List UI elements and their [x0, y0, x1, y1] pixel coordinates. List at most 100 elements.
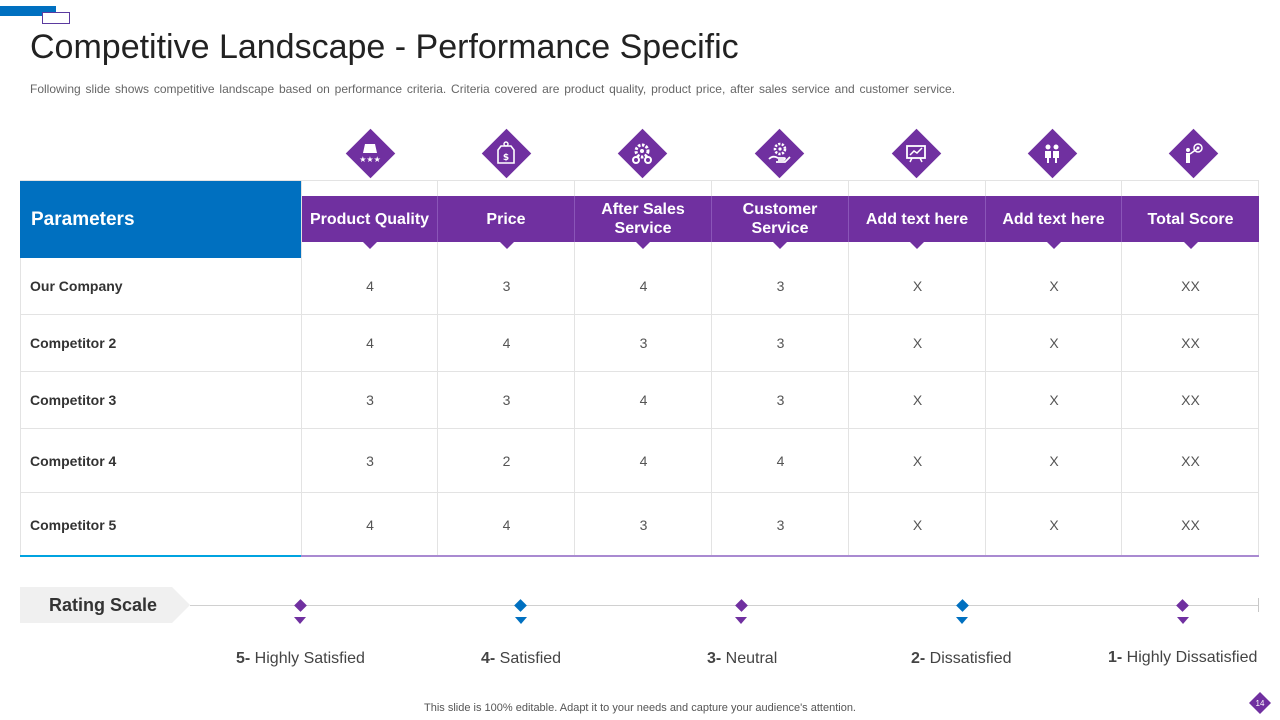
header-notch [1047, 242, 1061, 249]
corner-accent-bar [0, 6, 56, 16]
table-cell: X [912, 517, 923, 533]
grid-line [20, 371, 1259, 372]
grid-line [437, 181, 438, 556]
rating-label-5: 5- Highly Satisfied [236, 650, 365, 667]
rating-marker-arrow [515, 617, 527, 624]
product-quality-icon: ★★★ [345, 128, 395, 178]
table-cell: 4 [366, 278, 374, 294]
column-header-add-text-2: Add text here [986, 196, 1122, 242]
table-cell: X [912, 335, 923, 351]
page-number-badge: 14 [1249, 692, 1271, 714]
grid-line [848, 181, 849, 556]
slide-subtitle: Following slide shows competitive landsc… [30, 82, 956, 96]
table-cell: 3 [776, 392, 785, 408]
grid-line [985, 181, 986, 556]
table-cell: X [1049, 517, 1059, 533]
rating-marker-3 [735, 599, 748, 612]
table-cell: XX [1181, 335, 1200, 351]
header-notch [1184, 242, 1198, 249]
header-notch [773, 242, 787, 249]
rating-label-3: 3- Neutral [707, 650, 778, 667]
header-notch [500, 242, 514, 249]
header-notch [363, 242, 377, 249]
svg-text:$: $ [503, 153, 509, 163]
table-cell: X [1049, 453, 1059, 469]
row-label-competitor-5: Competitor 5 [30, 517, 117, 533]
rating-scale-end-tick [1258, 598, 1259, 612]
rating-label-1: 1- Highly Dissatisfied [1108, 649, 1258, 666]
table-bottom-accent [20, 555, 301, 557]
table-cell: 3 [639, 335, 648, 351]
table-cell: 3 [502, 278, 511, 294]
column-header-customer-service: Customer Service [712, 196, 849, 242]
grid-line [574, 181, 575, 556]
row-label-our-company: Our Company [30, 278, 123, 294]
column-header-add-text-1: Add text here [849, 196, 986, 242]
rating-scale-line [190, 605, 1259, 606]
table-bottom-accent [301, 555, 1259, 557]
column-header-total-score: Total Score [1122, 196, 1259, 242]
grid-line [20, 314, 1259, 315]
table-cell: 3 [776, 278, 785, 294]
rating-scale-tag [20, 587, 190, 623]
footer-note: This slide is 100% editable. Adapt it to… [424, 702, 856, 714]
slide-title: Competitive Landscape - Performance Spec… [30, 28, 739, 66]
table-cell: 4 [366, 335, 374, 351]
corner-accent-box [42, 12, 70, 24]
table-cell: XX [1181, 517, 1200, 533]
table-cell: 3 [502, 392, 511, 408]
people-meeting-icon [1027, 128, 1077, 178]
table-cell: XX [1181, 392, 1200, 408]
row-label-competitor-4: Competitor 4 [30, 453, 117, 469]
table-cell: 4 [502, 517, 511, 533]
row-label-competitor-3: Competitor 3 [30, 392, 117, 408]
grid-line [301, 181, 302, 556]
table-cell: 4 [366, 517, 374, 533]
table-cell: 4 [639, 392, 648, 408]
table-cell: X [1049, 392, 1059, 408]
header-notch [910, 242, 924, 249]
table-cell: X [1049, 278, 1059, 294]
gears-icon [617, 128, 667, 178]
presentation-board-icon [891, 128, 941, 178]
header-notch [636, 242, 650, 249]
table-cell: XX [1181, 278, 1200, 294]
table-cell: XX [1181, 453, 1200, 469]
rating-marker-5 [294, 599, 307, 612]
table-cell: 4 [639, 453, 648, 469]
price-tag-icon: $ [481, 128, 531, 178]
parameters-header: Parameters [20, 181, 301, 258]
row-label-competitor-2: Competitor 2 [30, 335, 117, 351]
table-cell: 4 [502, 335, 511, 351]
rating-label-4: 4- Satisfied [481, 650, 562, 667]
hand-gear-icon [754, 128, 804, 178]
svg-text:★★★: ★★★ [359, 155, 381, 164]
grid-line [20, 492, 1259, 493]
grid-line [1121, 181, 1122, 556]
column-header-after-sales-service: After Sales Service [575, 196, 712, 242]
table-cell: 3 [639, 517, 648, 533]
target-achievement-icon [1168, 128, 1218, 178]
rating-marker-arrow [1177, 617, 1189, 624]
rating-marker-arrow [956, 617, 968, 624]
table-cell: X [1049, 335, 1059, 351]
rating-marker-arrow [294, 617, 306, 624]
table-cell: X [912, 278, 923, 294]
column-header-price: Price [438, 196, 575, 242]
table-cell: X [912, 453, 923, 469]
table-cell: 3 [366, 392, 374, 408]
rating-scale-title: Rating Scale [49, 595, 158, 615]
table-cell: 4 [639, 278, 648, 294]
page-number: 14 [1256, 699, 1265, 708]
rating-label-2: 2- Dissatisfied [911, 650, 1012, 667]
table-cell: X [912, 392, 923, 408]
grid-line [711, 181, 712, 556]
rating-marker-arrow [735, 617, 747, 624]
rating-marker-2 [956, 599, 969, 612]
column-header-product-quality: Product Quality [302, 196, 438, 242]
table-cell: 3 [366, 453, 374, 469]
table-cell: 4 [776, 453, 785, 469]
rating-marker-1 [1176, 599, 1189, 612]
rating-marker-4 [514, 599, 527, 612]
table-cell: 2 [502, 453, 511, 469]
